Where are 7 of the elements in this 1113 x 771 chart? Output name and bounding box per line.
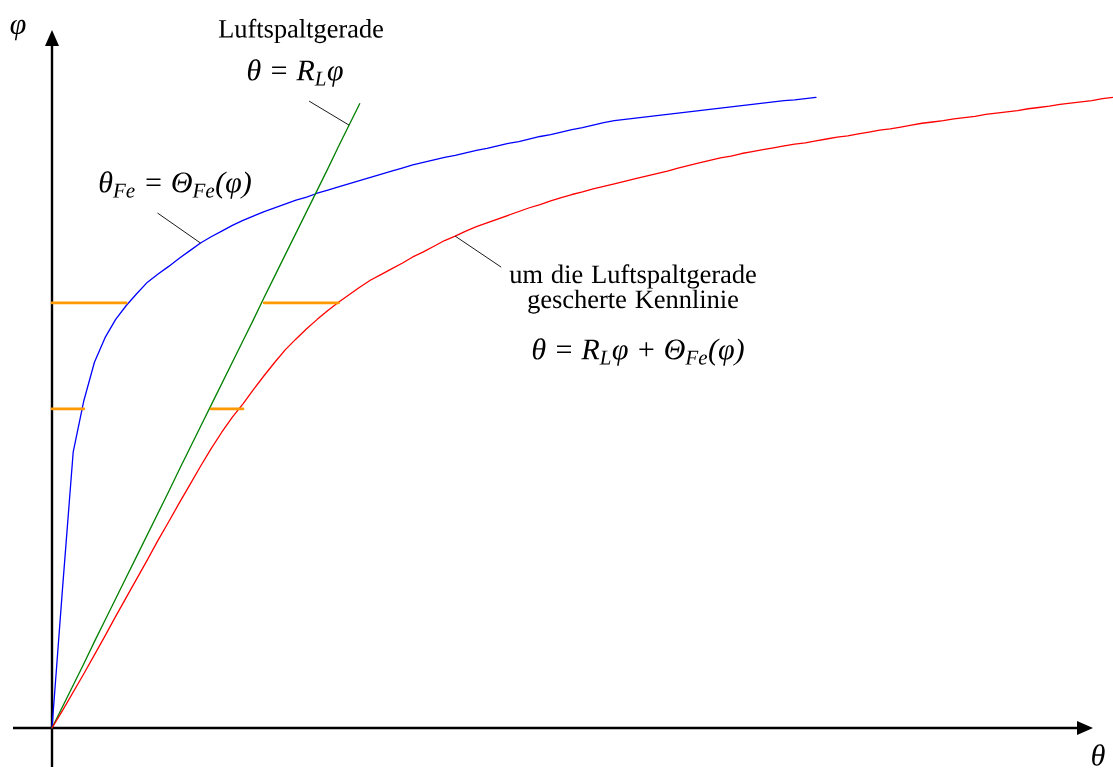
annotation: θ = R$_{L}$φ + Θ$_{Fe}$(φ): [532, 338, 744, 366]
text: Luftspaltgerade: [218, 18, 383, 44]
text: θ = R$_{L}$φ: [247, 59, 343, 87]
annotation: um die Luftspaltgerade gescherte Kennlinie: [509, 264, 756, 314]
y-axis-title: φ: [10, 19, 26, 41]
x-axis-title: θ: [1092, 744, 1105, 766]
annotation: θ$_{Fe}$ = Θ$_{Fe}$(φ): [99, 171, 251, 199]
